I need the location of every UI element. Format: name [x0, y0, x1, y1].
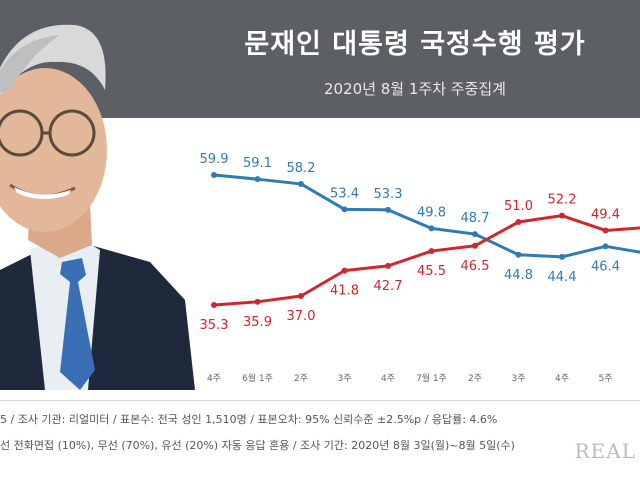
series-1-point-5 [428, 248, 435, 255]
series-1-point-4 [385, 262, 391, 269]
data-label-series-1-0: 35.3 [200, 318, 229, 333]
data-label-series-1-5: 45.5 [417, 264, 446, 279]
x-tick-label-8: 4주 [555, 373, 569, 384]
series-0-point-4 [385, 206, 391, 213]
data-label-series-0-8: 44.4 [548, 270, 577, 285]
line-chart: 59.9 59.1 58.2 53.4 53.3 49.8 48.7 44.8 44.4 46.4… [200, 152, 640, 384]
data-label-series-1-1: 35.9 [243, 315, 272, 330]
series-1-point-2 [298, 293, 304, 299]
survey-footer: 5 / 조사 기관: 리얼미터 / 표본수: 전국 성인 1,510명 / 표본… [0, 400, 640, 481]
series-0-point-5 [428, 225, 435, 232]
series-1-point-9 [602, 227, 609, 234]
series-1-point-3 [341, 267, 348, 274]
data-label-series-0-6: 48.7 [461, 211, 490, 226]
survey-info-line-1: 5 / 조사 기관: 리얼미터 / 표본수: 전국 성인 1,510명 / 표본… [0, 413, 498, 426]
data-label-series-0-2: 58.2 [287, 161, 316, 176]
series-0-point-9 [602, 243, 609, 250]
series-0-point-0 [211, 171, 217, 178]
x-tick-label-2: 2주 [294, 373, 308, 384]
x-tick-label-1: 6월 1주 [242, 372, 273, 384]
data-label-series-0-0: 59.9 [200, 152, 229, 167]
data-label-series-0-7: 44.8 [504, 268, 533, 283]
series-0-point-7 [515, 251, 522, 258]
series-1-point-6 [472, 242, 478, 249]
header-banner: 문재인 대통령 국정수행 평가 2020년 8월 1주차 주중집계 [0, 0, 640, 118]
data-label-series-0-1: 59.1 [243, 156, 272, 171]
x-tick-label-0: 4주 [207, 373, 221, 384]
survey-info-line-2: 선 전화면접 (10%), 무선 (70%), 유선 (20%) 자동 응답 혼… [0, 439, 515, 452]
x-tick-label-9: 5주 [598, 373, 612, 384]
chart-title: 문재인 대통령 국정수행 평가 [244, 29, 586, 60]
data-label-series-0-9: 46.4 [591, 259, 620, 274]
data-label-series-0-4: 53.3 [374, 187, 403, 202]
series-1-point-8 [559, 212, 565, 219]
chart-subtitle: 2020년 8월 1주차 주중집계 [324, 80, 506, 98]
x-tick-label-6: 2주 [468, 373, 482, 384]
series-0-point-6 [472, 231, 478, 238]
x-tick-label-3: 3주 [337, 373, 351, 384]
x-tick-label-4: 4주 [381, 373, 395, 384]
x-tick-label-7: 3주 [511, 373, 525, 384]
data-label-series-0-5: 49.8 [417, 205, 446, 220]
data-label-series-1-6: 46.5 [461, 259, 490, 274]
series-0-point-3 [341, 206, 348, 213]
data-label-series-1-9: 49.4 [591, 207, 620, 222]
series-1-point-0 [211, 301, 217, 308]
data-label-series-1-4: 42.7 [374, 279, 403, 294]
data-label-series-1-8: 52.2 [548, 193, 577, 208]
series-0-point-8 [559, 253, 565, 260]
realmeter-watermark: REAL [574, 439, 636, 463]
data-label-series-1-7: 51.0 [504, 199, 533, 214]
series-0-point-2 [298, 180, 304, 187]
series-1-line [213, 214, 640, 307]
president-portrait-image [0, 24, 195, 390]
data-label-series-1-3: 41.8 [330, 284, 359, 299]
data-label-series-0-3: 53.4 [330, 186, 359, 201]
data-label-series-1-2: 37.0 [287, 309, 316, 324]
series-1-point-1 [254, 298, 261, 305]
series-0-point-1 [254, 176, 261, 183]
series-1-point-7 [515, 219, 522, 225]
x-tick-label-5: 7월 1주 [416, 372, 447, 384]
